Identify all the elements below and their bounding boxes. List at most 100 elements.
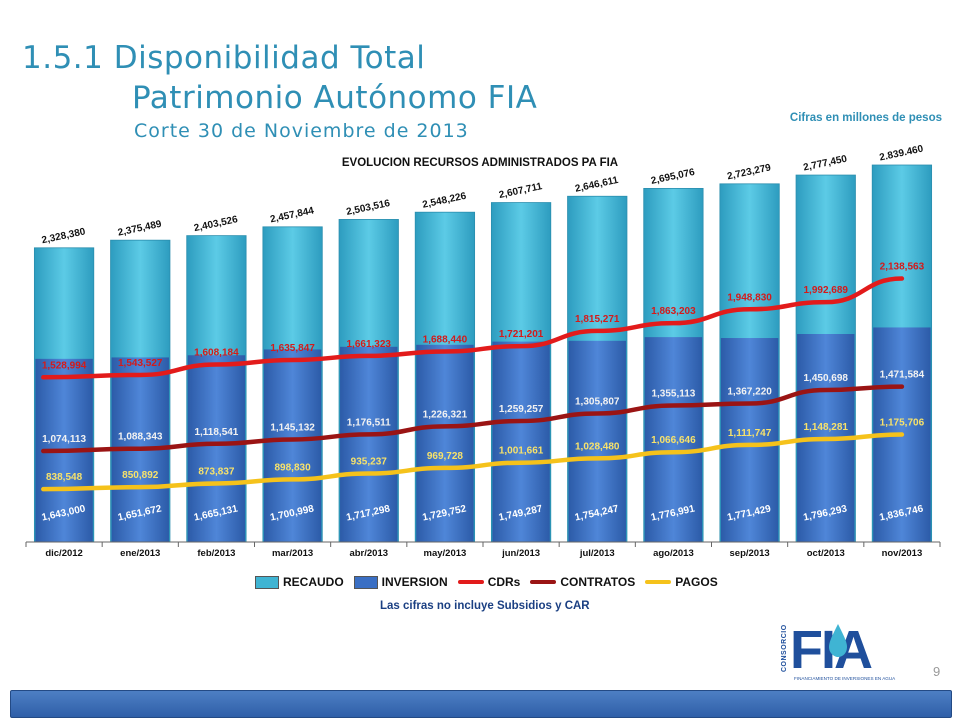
data-label-recaudo: 2,607,711 (498, 181, 544, 201)
legend-item-recaudo: RECAUDO (255, 575, 344, 589)
legend-label-inversion: INVERSION (381, 575, 448, 589)
x-tick-label: jun/2013 (501, 548, 540, 559)
x-tick-label: oct/2013 (807, 548, 845, 559)
data-label-pagos: 838,548 (46, 472, 83, 483)
water-drop-icon (829, 624, 847, 657)
x-tick-label: ago/2013 (653, 548, 694, 559)
data-label-contratos: 1,367,220 (727, 387, 772, 398)
bar-inversion (416, 344, 474, 542)
data-label-cdrs: 1,635,847 (270, 343, 315, 354)
legend-item-inversion: INVERSION (353, 575, 448, 589)
legend-label-recaudo: RECAUDO (283, 575, 344, 589)
bar-inversion (187, 355, 246, 542)
bar-inversion (568, 340, 626, 542)
legend-item-cdrs: CDRs (457, 575, 521, 589)
units-note: Cifras en millones de pesos (789, 112, 942, 124)
data-label-recaudo: 2,457,844 (269, 205, 315, 225)
chart-footnote: Las cifras no incluye Subsidios y CAR (380, 600, 590, 612)
x-tick-label: nov/2013 (882, 548, 923, 559)
x-tick-label: jul/2013 (579, 548, 615, 559)
page-number: 9 (933, 664, 941, 679)
line-cdrs (41, 276, 905, 380)
data-label-cdrs: 1,661,323 (347, 339, 392, 350)
data-label-recaudo: 2,328,380 (41, 226, 87, 246)
data-label-cdrs: 1,528,994 (42, 360, 87, 371)
data-label-cdrs: 1,815,271 (575, 314, 620, 325)
legend-swatch-recaudo (255, 575, 279, 589)
data-label-pagos: 1,148,281 (804, 422, 849, 433)
data-label-contratos: 1,145,132 (270, 422, 315, 433)
chart-title: EVOLUCION RECURSOS ADMINISTRADOS PA FIA (342, 157, 618, 169)
data-label-contratos: 1,176,511 (347, 417, 391, 428)
page-title-line1: 1.5.1 Disponibilidad Total (22, 40, 426, 76)
bar-inversion (644, 337, 703, 542)
data-label-contratos: 1,471,584 (880, 370, 925, 381)
data-label-recaudo: 2,777,450 (802, 154, 848, 174)
x-tick-label: ene/2013 (120, 548, 160, 559)
x-tick-label: mar/2013 (272, 548, 313, 559)
data-label-cdrs: 1,863,203 (651, 306, 696, 317)
data-label-contratos: 1,450,698 (804, 373, 849, 384)
legend-swatch-cdrs (457, 580, 484, 584)
data-label-pagos: 969,728 (427, 451, 464, 462)
data-label-recaudo: 2,403,526 (193, 214, 239, 234)
data-label-pagos: 898,830 (275, 462, 312, 473)
legend-item-pagos: PAGOS (645, 575, 718, 589)
line-contratos (41, 384, 905, 454)
bar-inversion (492, 341, 550, 542)
data-label-recaudo: 2,646,611 (574, 175, 620, 195)
data-label-contratos: 1,074,113 (42, 434, 86, 445)
logo-tagline: FINANCIAMIENTO DE INVERSIONES EN AGUA (794, 676, 896, 681)
data-label-pagos: 1,111,747 (728, 428, 772, 439)
data-label-contratos: 1,226,321 (423, 409, 468, 420)
data-label-contratos: 1,259,257 (499, 404, 544, 415)
data-label-pagos: 873,837 (198, 466, 235, 477)
data-label-recaudo: 2,375,489 (117, 219, 163, 239)
legend-swatch-pagos (645, 580, 672, 584)
data-label-pagos: 1,001,661 (499, 446, 544, 457)
data-label-contratos: 1,088,343 (118, 432, 163, 443)
data-label-recaudo: 2,695,076 (650, 167, 696, 187)
bar-inversion (720, 338, 779, 542)
legend-label-cdrs: CDRs (487, 575, 521, 589)
data-label-cdrs: 1,608,184 (194, 347, 239, 358)
data-label-pagos: 1,175,706 (880, 418, 925, 429)
x-tick-label: abr/2013 (349, 548, 388, 559)
data-label-pagos: 850,892 (122, 470, 159, 481)
x-tick-label: may/2013 (424, 548, 467, 559)
bar-inversion (340, 346, 398, 542)
legend-swatch-inversion (353, 575, 378, 589)
chart-legend: RECAUDO INVERSION CDRs CONTRATOS PAGOS (255, 575, 718, 589)
data-label-recaudo: 2,503,516 (345, 198, 391, 218)
data-label-pagos: 935,237 (351, 456, 388, 467)
data-label-pagos: 1,028,480 (575, 441, 620, 452)
x-tick-label: feb/2013 (197, 548, 235, 559)
fia-logo: CONSORCIO FIA FINANCIAMIENTO DE INVERSIO… (781, 620, 896, 681)
logo-side-text: CONSORCIO (781, 624, 788, 672)
bar-inversion (263, 349, 322, 542)
data-label-recaudo: 2.839.460 (878, 143, 924, 163)
legend-label-contratos: CONTRATOS (560, 575, 636, 589)
data-label-cdrs: 1,688,440 (423, 334, 468, 345)
x-tick-label: dic/2012 (45, 548, 83, 559)
data-label-cdrs: 1,721,201 (499, 329, 544, 340)
footer-bar (10, 690, 952, 718)
legend-item-contratos: CONTRATOS (530, 575, 635, 589)
legend-swatch-contratos (530, 580, 557, 584)
page-title-line2: Patrimonio Autónomo FIA (132, 80, 538, 116)
data-label-contratos: 1,305,807 (575, 396, 620, 407)
data-label-contratos: 1,355,113 (651, 388, 695, 399)
data-label-cdrs: 1,948,830 (727, 292, 772, 303)
data-label-recaudo: 2,548,226 (421, 191, 467, 211)
data-label-cdrs: 1,992,689 (804, 285, 849, 296)
line-pagos (41, 432, 905, 492)
data-label-contratos: 1,118,541 (194, 427, 238, 438)
x-tick-label: sep/2013 (730, 548, 770, 559)
legend-label-pagos: PAGOS (675, 575, 718, 589)
data-label-cdrs: 1,543,527 (118, 358, 163, 369)
data-label-pagos: 1,066,646 (651, 435, 696, 446)
data-label-recaudo: 2,723,279 (726, 162, 772, 182)
data-label-cdrs: 2,138,563 (880, 262, 925, 273)
page-subtitle-date: Corte 30 de Noviembre de 2013 (134, 120, 469, 142)
